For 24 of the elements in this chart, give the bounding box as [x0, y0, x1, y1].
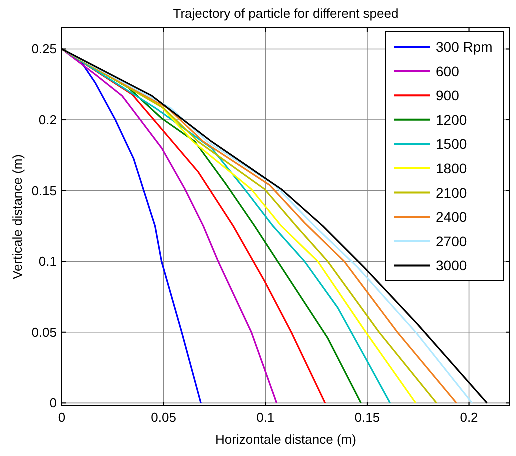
legend-label: 2400 — [436, 209, 468, 226]
y-tick-label: 0.2 — [38, 112, 57, 128]
legend-label: 300 Rpm — [436, 39, 493, 55]
legend-label: 1500 — [436, 136, 468, 152]
x-tick-label: 0.2 — [460, 410, 478, 425]
legend-label: 1200 — [436, 112, 468, 128]
y-tick-label: 0.1 — [38, 254, 57, 270]
x-axis-title: Horizontale distance (m) — [216, 432, 356, 447]
line-series — [61, 48, 278, 404]
y-tick-label: 0 — [50, 396, 57, 411]
x-tick-label: 0.1 — [256, 410, 275, 425]
y-tick-label: 0.15 — [32, 183, 57, 198]
y-tick-label: 0.05 — [32, 324, 57, 340]
y-axis-title: Verticale distance (m) — [10, 154, 25, 280]
legend-label: 1800 — [436, 160, 468, 176]
legend-label: 900 — [436, 88, 460, 104]
chart-title: Trajectory of particle for different speed — [173, 6, 399, 21]
legend-label: 2100 — [436, 184, 468, 201]
y-tick-label: 0.25 — [32, 42, 57, 57]
legend-label: 600 — [436, 63, 460, 80]
legend-label: 3000 — [436, 258, 468, 274]
x-tick-label: 0.15 — [354, 410, 380, 425]
x-tick-label: 0.05 — [151, 410, 176, 425]
legend-label: 2700 — [436, 233, 468, 250]
